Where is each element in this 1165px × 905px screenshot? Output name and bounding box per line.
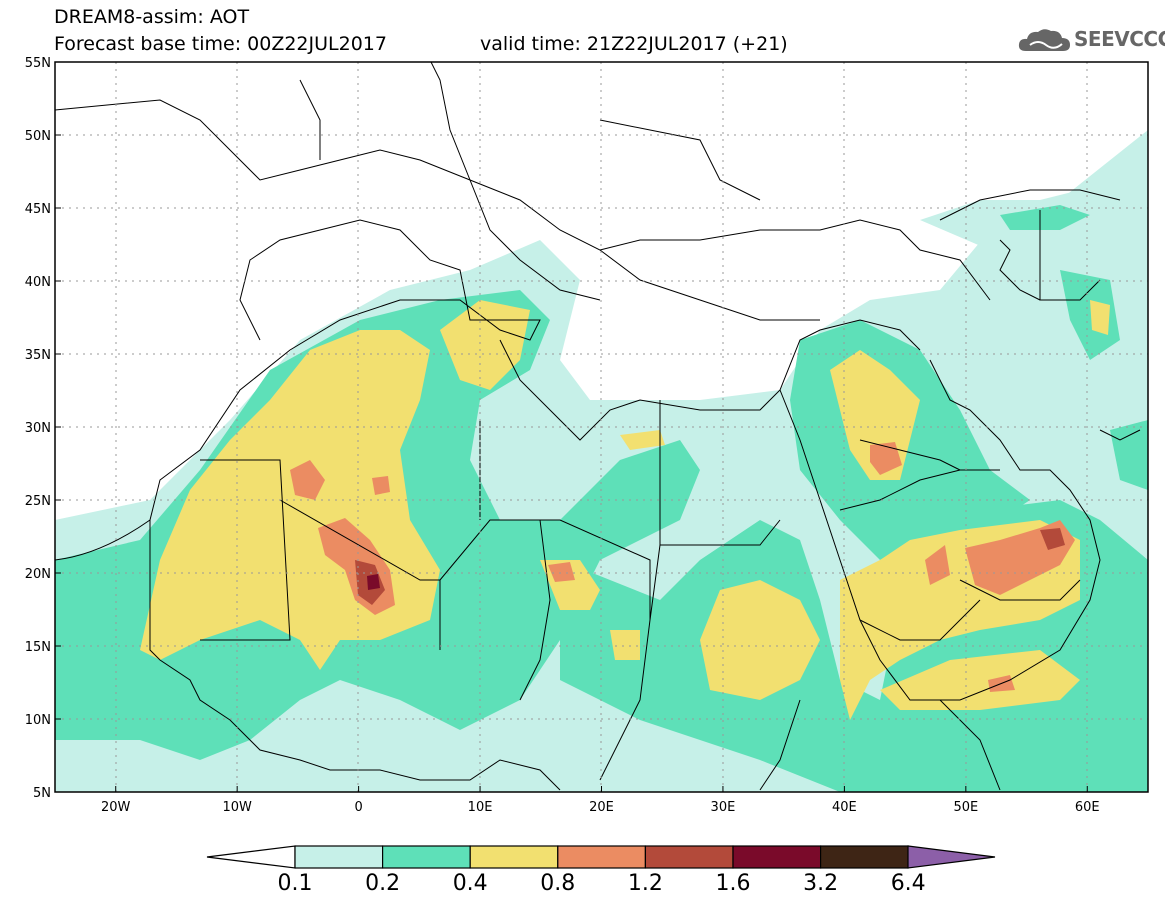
lon-label-60E: 60E <box>1075 800 1100 815</box>
colorbar <box>206 845 996 869</box>
colorbar-box-0.8 <box>557 845 646 869</box>
colorbar-box-1.2 <box>644 845 734 869</box>
colorbar-high-arrow <box>907 845 996 869</box>
colorbar-box-0.1 <box>294 845 384 869</box>
lon-label-40E: 40E <box>832 800 857 815</box>
lat-label-50N: 50N <box>25 129 51 144</box>
colorbar-low-arrow <box>206 845 296 869</box>
colorbar-box-0.4 <box>469 845 559 869</box>
logo-text: SEEVCCC <box>1074 27 1165 51</box>
forecast-base-time: Forecast base time: 00Z22JUL2017 <box>54 33 387 55</box>
aot-band-1.6 <box>367 574 380 590</box>
lon-label-20E: 20E <box>589 800 614 815</box>
colorbar-label-6.4: 6.4 <box>890 871 926 896</box>
colorbar-label-0.4: 0.4 <box>452 871 488 896</box>
colorbar-label-1.6: 1.6 <box>715 871 751 896</box>
lat-label-25N: 25N <box>25 494 51 509</box>
colorbar-label-1.2: 1.2 <box>627 871 663 896</box>
colorbar-label-0.8: 0.8 <box>540 871 576 896</box>
lat-label-20N: 20N <box>25 567 51 582</box>
longitude-labels: 20W 10W 0 10E 20E 30E 40E 50E 60E <box>101 786 1100 815</box>
lat-label-35N: 35N <box>25 348 51 363</box>
lat-label-40N: 40N <box>25 275 51 290</box>
lat-label-15N: 15N <box>25 640 51 655</box>
cloud-icon <box>1018 29 1070 51</box>
lat-label-10N: 10N <box>25 713 51 728</box>
colorbar-label-0.2: 0.2 <box>365 871 401 896</box>
colorbar-box-0.2 <box>382 845 471 869</box>
lat-label-45N: 45N <box>25 202 51 217</box>
latitude-labels: 55N 50N 45N 40N 35N 30N 25N 20N 15N 10N 5N <box>25 56 61 801</box>
lat-label-55N: 55N <box>25 56 51 71</box>
lon-label-50E: 50E <box>953 800 978 815</box>
colorbar-box-3.2 <box>819 845 909 869</box>
map-title: DREAM8-assim: AOT <box>54 6 250 28</box>
lon-label-0: 0 <box>354 800 362 815</box>
lat-label-5N: 5N <box>33 786 51 801</box>
colorbar-label-3.2: 3.2 <box>803 871 839 896</box>
lon-label-20W: 20W <box>101 800 131 815</box>
lon-label-10W: 10W <box>222 800 252 815</box>
seevccc-logo: SEEVCCC <box>1018 27 1165 53</box>
lat-label-30N: 30N <box>25 421 51 436</box>
valid-time: valid time: 21Z22JUL2017 (+21) <box>480 33 788 55</box>
colorbar-box-1.6 <box>732 845 822 869</box>
lon-label-10E: 10E <box>468 800 493 815</box>
graticule <box>55 62 1148 792</box>
coastlines-and-borders <box>55 62 1141 791</box>
lon-label-30E: 30E <box>711 800 736 815</box>
colorbar-label-0.1: 0.1 <box>277 871 313 896</box>
